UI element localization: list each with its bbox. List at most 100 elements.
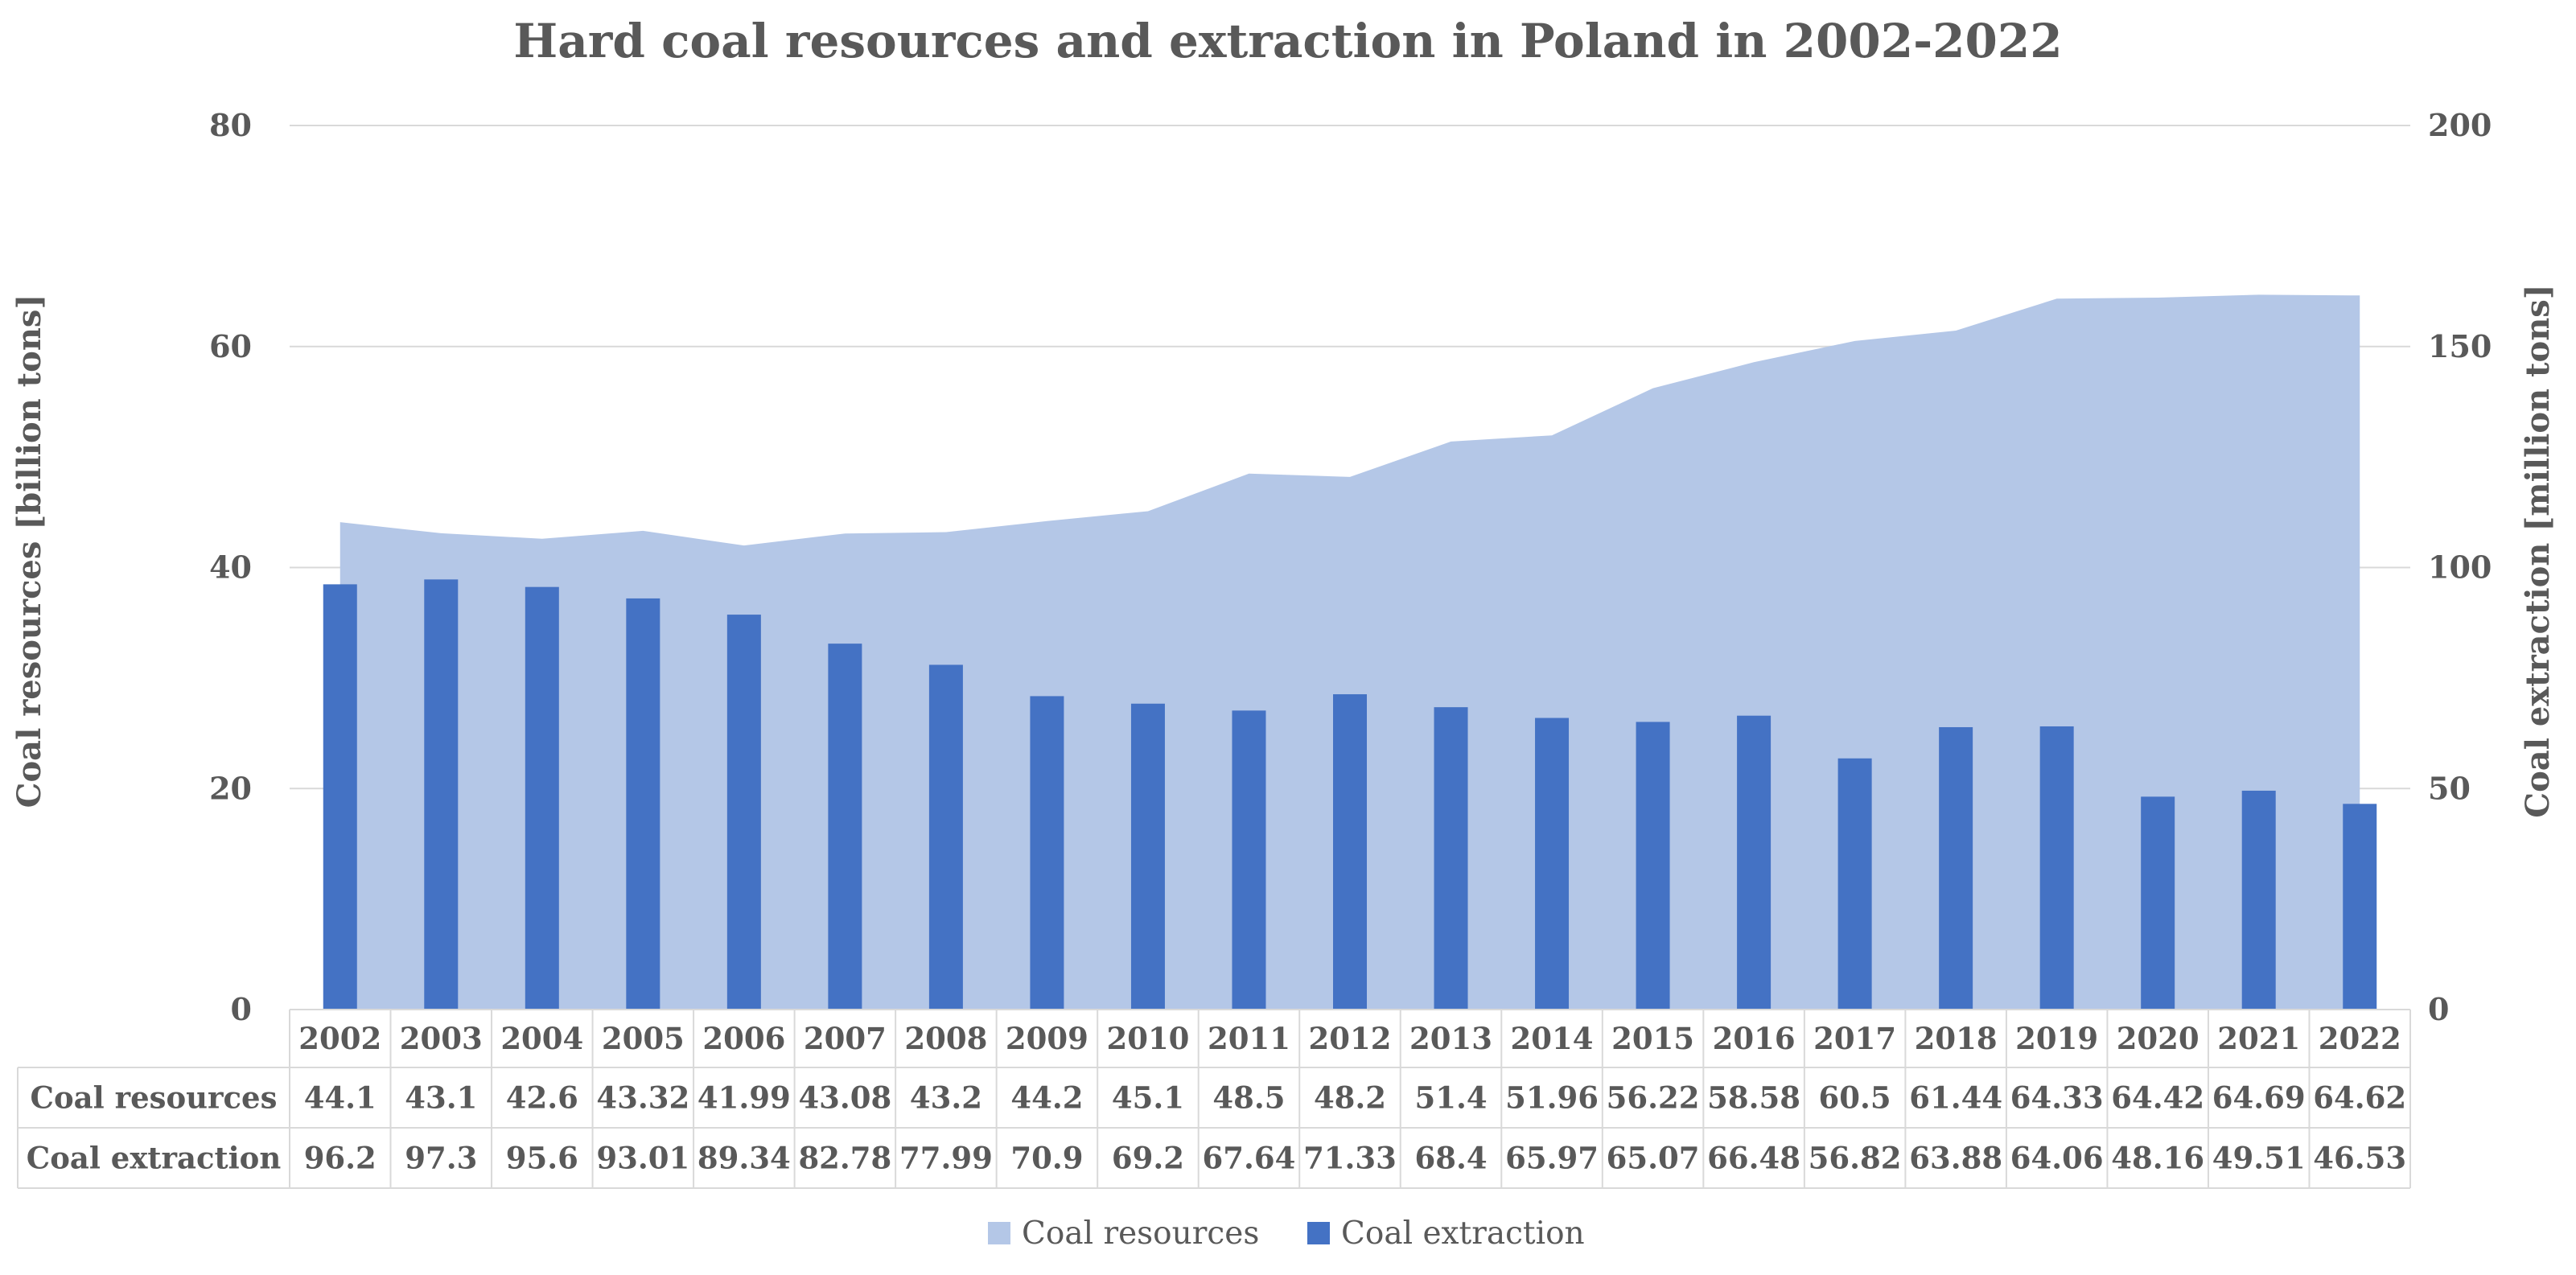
table-cell-value: 63.88 bbox=[1909, 1141, 2002, 1176]
table-cell-value: 97.3 bbox=[405, 1141, 477, 1176]
table-cell-value: 43.1 bbox=[405, 1080, 477, 1116]
bar-coal-extraction bbox=[1939, 726, 1973, 1010]
x-tick-label: 2013 bbox=[1409, 1021, 1492, 1056]
table-cell-value: 64.42 bbox=[2111, 1080, 2204, 1116]
y-tick-label-right: 50 bbox=[2428, 770, 2471, 806]
table-cell-value: 68.4 bbox=[1414, 1141, 1487, 1176]
x-tick-label: 2014 bbox=[1511, 1021, 1594, 1056]
table-cell-value: 46.53 bbox=[2313, 1141, 2406, 1176]
table-cell-value: 56.22 bbox=[1607, 1080, 1700, 1116]
table-cell-value: 93.01 bbox=[596, 1141, 689, 1176]
x-tick-label: 2012 bbox=[1309, 1021, 1392, 1056]
bar-coal-extraction bbox=[525, 586, 559, 1010]
table-cell-value: 96.2 bbox=[304, 1141, 377, 1176]
legend-swatch-coal-resources bbox=[988, 1222, 1010, 1244]
table-cell-value: 42.6 bbox=[506, 1080, 578, 1116]
x-tick-label: 2009 bbox=[1006, 1021, 1088, 1056]
table-cell-value: 43.32 bbox=[596, 1080, 689, 1116]
bar-coal-extraction bbox=[626, 598, 660, 1010]
x-tick-label: 2003 bbox=[400, 1021, 483, 1056]
bar-coal-extraction bbox=[1837, 758, 1872, 1010]
x-tick-label: 2002 bbox=[298, 1021, 381, 1056]
bar-coal-extraction bbox=[2039, 726, 2074, 1010]
x-tick-label: 2008 bbox=[904, 1021, 987, 1056]
x-tick-label: 2005 bbox=[602, 1021, 685, 1056]
bar-coal-extraction bbox=[1737, 715, 1772, 1010]
table-cell-value: 66.48 bbox=[1707, 1141, 1800, 1176]
x-tick-label: 2004 bbox=[500, 1021, 583, 1056]
table-cell-value: 44.2 bbox=[1010, 1080, 1083, 1116]
table-cell-value: 71.33 bbox=[1303, 1141, 1397, 1176]
table-cell-value: 44.1 bbox=[304, 1080, 377, 1116]
table-cell-value: 56.82 bbox=[1809, 1141, 1902, 1176]
bar-coal-extraction bbox=[1535, 718, 1570, 1010]
bar-coal-extraction bbox=[2141, 796, 2175, 1010]
table-cell-value: 70.9 bbox=[1010, 1141, 1083, 1176]
table-cell-value: 43.2 bbox=[910, 1080, 982, 1116]
x-tick-label: 2021 bbox=[2217, 1021, 2300, 1056]
x-tick-label: 2018 bbox=[1915, 1021, 1998, 1056]
bar-coal-extraction bbox=[1030, 696, 1064, 1010]
y-tick-label-left: 60 bbox=[209, 328, 252, 364]
table-cell-value: 45.1 bbox=[1112, 1080, 1184, 1116]
bar-coal-extraction bbox=[1232, 710, 1266, 1010]
table-cell-value: 64.62 bbox=[2313, 1080, 2406, 1116]
table-cell-value: 51.4 bbox=[1414, 1080, 1487, 1116]
table-cell-value: 89.34 bbox=[697, 1141, 791, 1176]
x-tick-label: 2020 bbox=[2117, 1021, 2199, 1056]
y-tick-label-right: 150 bbox=[2428, 328, 2492, 364]
table-cell-value: 69.2 bbox=[1112, 1141, 1184, 1176]
y-axis-label-left: Coal resources [billion tons] bbox=[10, 294, 48, 808]
table-cell-value: 49.51 bbox=[2212, 1141, 2306, 1176]
table-cell-value: 64.69 bbox=[2212, 1080, 2306, 1116]
x-tick-label: 2010 bbox=[1106, 1021, 1189, 1056]
bar-coal-extraction bbox=[2343, 804, 2377, 1010]
y-tick-label-right: 100 bbox=[2428, 549, 2492, 586]
bar-coal-extraction bbox=[726, 615, 761, 1010]
y-tick-label-left: 20 bbox=[209, 770, 252, 806]
x-tick-label: 2022 bbox=[2319, 1021, 2401, 1056]
table-cell-value: 65.07 bbox=[1607, 1141, 1700, 1176]
table-cell-value: 64.33 bbox=[2010, 1080, 2104, 1116]
table-cell-value: 48.2 bbox=[1314, 1080, 1386, 1116]
x-tick-label: 2006 bbox=[702, 1021, 785, 1056]
plot-area: 0 20 40 60 80 0 50 100 150 200 bbox=[209, 107, 2492, 1027]
table-cell-value: 48.5 bbox=[1212, 1080, 1285, 1116]
bar-coal-extraction bbox=[928, 664, 963, 1010]
bar-coal-extraction bbox=[323, 584, 357, 1010]
legend-label-coal-extraction: Coal extraction bbox=[1341, 1215, 1585, 1252]
table-cell-value: 60.5 bbox=[1819, 1080, 1891, 1116]
x-tick-label: 2015 bbox=[1611, 1021, 1694, 1056]
table-row-label: Coal extraction bbox=[27, 1141, 282, 1176]
table-cell-value: 95.6 bbox=[506, 1141, 578, 1176]
legend-label-coal-resources: Coal resources bbox=[1022, 1215, 1259, 1252]
table-cell-value: 58.58 bbox=[1707, 1080, 1800, 1116]
table-cell-value: 65.97 bbox=[1505, 1141, 1599, 1176]
table-cell-value: 61.44 bbox=[1909, 1080, 2002, 1116]
y-tick-label-left: 80 bbox=[209, 107, 252, 143]
legend-swatch-coal-extraction bbox=[1307, 1222, 1330, 1244]
x-tick-label: 2011 bbox=[1208, 1021, 1290, 1056]
y-tick-label-right: 200 bbox=[2428, 107, 2492, 143]
y-tick-label-right: 0 bbox=[2428, 991, 2449, 1027]
table-cell-value: 64.06 bbox=[2010, 1141, 2104, 1176]
bar-coal-extraction bbox=[1434, 707, 1468, 1010]
bar-coal-extraction bbox=[1333, 694, 1367, 1010]
legend: Coal resources Coal extraction bbox=[988, 1215, 1585, 1252]
table-cell-value: 48.16 bbox=[2111, 1141, 2204, 1176]
table-cell-value: 67.64 bbox=[1203, 1141, 1296, 1176]
bar-coal-extraction bbox=[828, 644, 862, 1010]
bar-coal-extraction bbox=[1636, 722, 1670, 1010]
table-cell-value: 82.78 bbox=[798, 1141, 891, 1176]
table-cell-value: 51.96 bbox=[1505, 1080, 1599, 1116]
x-tick-label: 2019 bbox=[2015, 1021, 2098, 1056]
y-tick-label-left: 0 bbox=[231, 991, 252, 1027]
bar-coal-extraction bbox=[2241, 790, 2276, 1010]
bar-coal-extraction bbox=[1130, 703, 1165, 1010]
y-tick-label-left: 40 bbox=[209, 549, 252, 586]
table-cell-value: 41.99 bbox=[697, 1080, 791, 1116]
x-tick-label: 2017 bbox=[1813, 1021, 1896, 1056]
table-cell-value: 43.08 bbox=[798, 1080, 891, 1116]
x-tick-label: 2016 bbox=[1713, 1021, 1796, 1056]
